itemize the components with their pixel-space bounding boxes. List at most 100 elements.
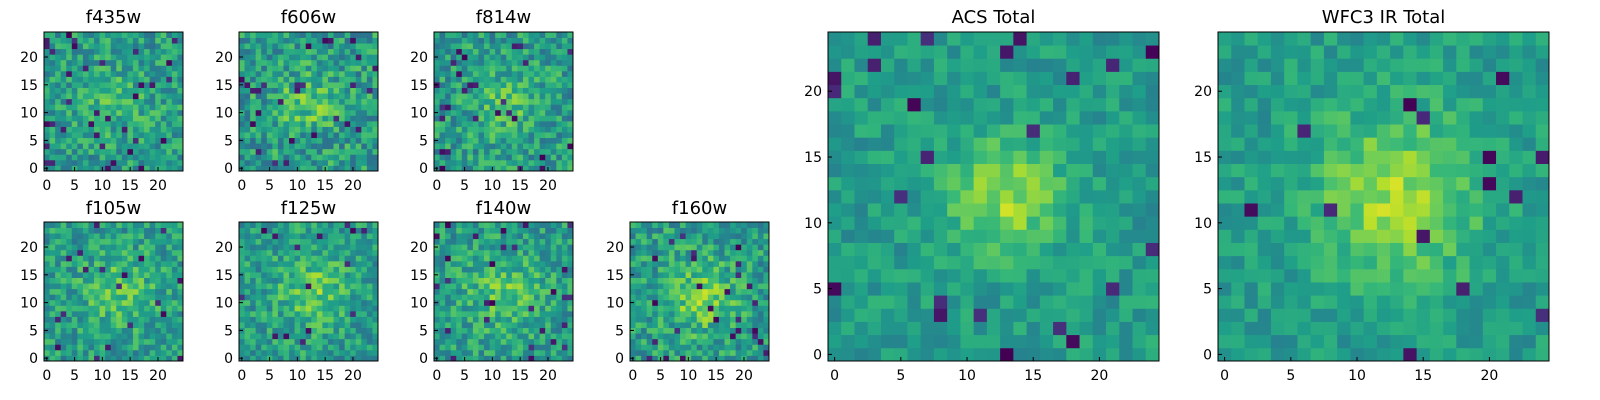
heatmap-cell bbox=[894, 282, 908, 296]
heatmap-cell bbox=[366, 126, 373, 133]
heatmap-cell bbox=[854, 189, 869, 204]
heatmap-cell bbox=[350, 277, 357, 284]
heatmap-cell bbox=[138, 126, 145, 133]
heatmap-cell bbox=[746, 333, 753, 340]
heatmap-cell bbox=[355, 327, 362, 334]
heatmap-cell bbox=[372, 344, 379, 351]
heatmap-cell bbox=[311, 115, 318, 122]
heatmap-cell bbox=[366, 355, 373, 362]
heatmap-cell bbox=[277, 104, 284, 111]
heatmap-cell bbox=[244, 43, 251, 50]
heatmap-cell bbox=[88, 305, 95, 312]
heatmap-cell bbox=[66, 104, 73, 111]
heatmap-cell bbox=[127, 132, 134, 139]
heatmap-cell bbox=[641, 222, 648, 228]
heatmap-cell bbox=[144, 338, 151, 345]
heatmap-cell bbox=[434, 277, 440, 284]
heatmap-cell bbox=[680, 344, 686, 351]
heatmap-cell bbox=[372, 115, 379, 122]
heatmap-cell bbox=[60, 59, 67, 66]
heatmap-cell bbox=[986, 308, 1001, 322]
heatmap-cell bbox=[472, 355, 479, 362]
heatmap-cell bbox=[272, 327, 279, 334]
heatmap-cell bbox=[450, 59, 457, 66]
heatmap-cell bbox=[1145, 203, 1160, 217]
heatmap-cell bbox=[467, 327, 474, 334]
heatmap-cell bbox=[556, 104, 563, 111]
heatmap-cell bbox=[534, 249, 541, 256]
heatmap-cell bbox=[828, 229, 842, 243]
heatmap-cell bbox=[60, 283, 67, 290]
heatmap-cell bbox=[272, 76, 279, 83]
heatmap-cell bbox=[277, 70, 284, 77]
heatmap-cell bbox=[478, 76, 485, 83]
heatmap-cell bbox=[663, 310, 670, 317]
heatmap-cell bbox=[500, 305, 507, 312]
heatmap-cell bbox=[841, 347, 855, 362]
heatmap-cell bbox=[1066, 216, 1080, 230]
heatmap-cell bbox=[635, 333, 642, 340]
heatmap-cell bbox=[166, 165, 173, 172]
heatmap-cell bbox=[361, 305, 368, 312]
heatmap-cell bbox=[933, 216, 948, 230]
heatmap-cell bbox=[735, 222, 742, 228]
heatmap-cell bbox=[680, 227, 686, 234]
heatmap-cell bbox=[333, 120, 340, 127]
heatmap-cell bbox=[283, 238, 290, 245]
heatmap-cell bbox=[472, 32, 479, 38]
heatmap-cell bbox=[545, 260, 552, 267]
heatmap-cell bbox=[556, 255, 563, 262]
heatmap-cell bbox=[489, 70, 496, 77]
heatmap-cell bbox=[350, 48, 357, 55]
heatmap-cell bbox=[534, 165, 541, 172]
heatmap-cell bbox=[1106, 282, 1120, 296]
heatmap-cell bbox=[255, 305, 262, 312]
heatmap-cell bbox=[539, 344, 546, 351]
heatmap-cell bbox=[461, 233, 468, 240]
heatmap-cell bbox=[127, 143, 134, 150]
heatmap-cell bbox=[44, 283, 50, 290]
heatmap-cell bbox=[1000, 124, 1014, 138]
heatmap-cell bbox=[456, 333, 463, 340]
heatmap-cell bbox=[947, 334, 961, 349]
heatmap-cell bbox=[450, 104, 457, 111]
heatmap-cell bbox=[567, 132, 574, 139]
heatmap-cell bbox=[652, 294, 659, 301]
heatmap-cell bbox=[366, 148, 373, 155]
heatmap-cell bbox=[713, 272, 720, 278]
heatmap-cell bbox=[60, 115, 67, 122]
heatmap-cell bbox=[344, 283, 351, 290]
heatmap-cell bbox=[973, 255, 988, 270]
heatmap-cell bbox=[472, 322, 479, 329]
heatmap-cell bbox=[1039, 242, 1054, 257]
heatmap-cell bbox=[735, 244, 742, 251]
heatmap-cell bbox=[467, 43, 474, 50]
heatmap-cell bbox=[652, 355, 659, 362]
heatmap-cell bbox=[77, 244, 84, 251]
heatmap-cell bbox=[166, 260, 173, 267]
heatmap-cell bbox=[517, 338, 524, 345]
heatmap-cell bbox=[511, 70, 518, 77]
heatmap-cell bbox=[300, 159, 307, 166]
heatmap-cell bbox=[339, 227, 346, 234]
heatmap-cell bbox=[283, 244, 290, 251]
heatmap-cell bbox=[880, 308, 895, 322]
heatmap-cell bbox=[66, 87, 73, 94]
heatmap-cell bbox=[461, 266, 468, 273]
heatmap-cell bbox=[266, 104, 273, 111]
heatmap-cell bbox=[132, 76, 139, 83]
heatmap-cell bbox=[316, 288, 323, 295]
heatmap-cell bbox=[439, 126, 446, 133]
heatmap-cell bbox=[735, 333, 742, 340]
heatmap-cell bbox=[933, 242, 948, 257]
heatmap-cell bbox=[82, 244, 89, 251]
heatmap-cell bbox=[138, 260, 145, 267]
heatmap-cell bbox=[450, 294, 457, 301]
heatmap-cell bbox=[691, 238, 698, 245]
heatmap-cell bbox=[66, 65, 73, 72]
heatmap-cell bbox=[366, 333, 373, 340]
heatmap-cell bbox=[1039, 282, 1054, 296]
heatmap-cell bbox=[730, 244, 737, 251]
heatmap-cell bbox=[545, 43, 552, 50]
